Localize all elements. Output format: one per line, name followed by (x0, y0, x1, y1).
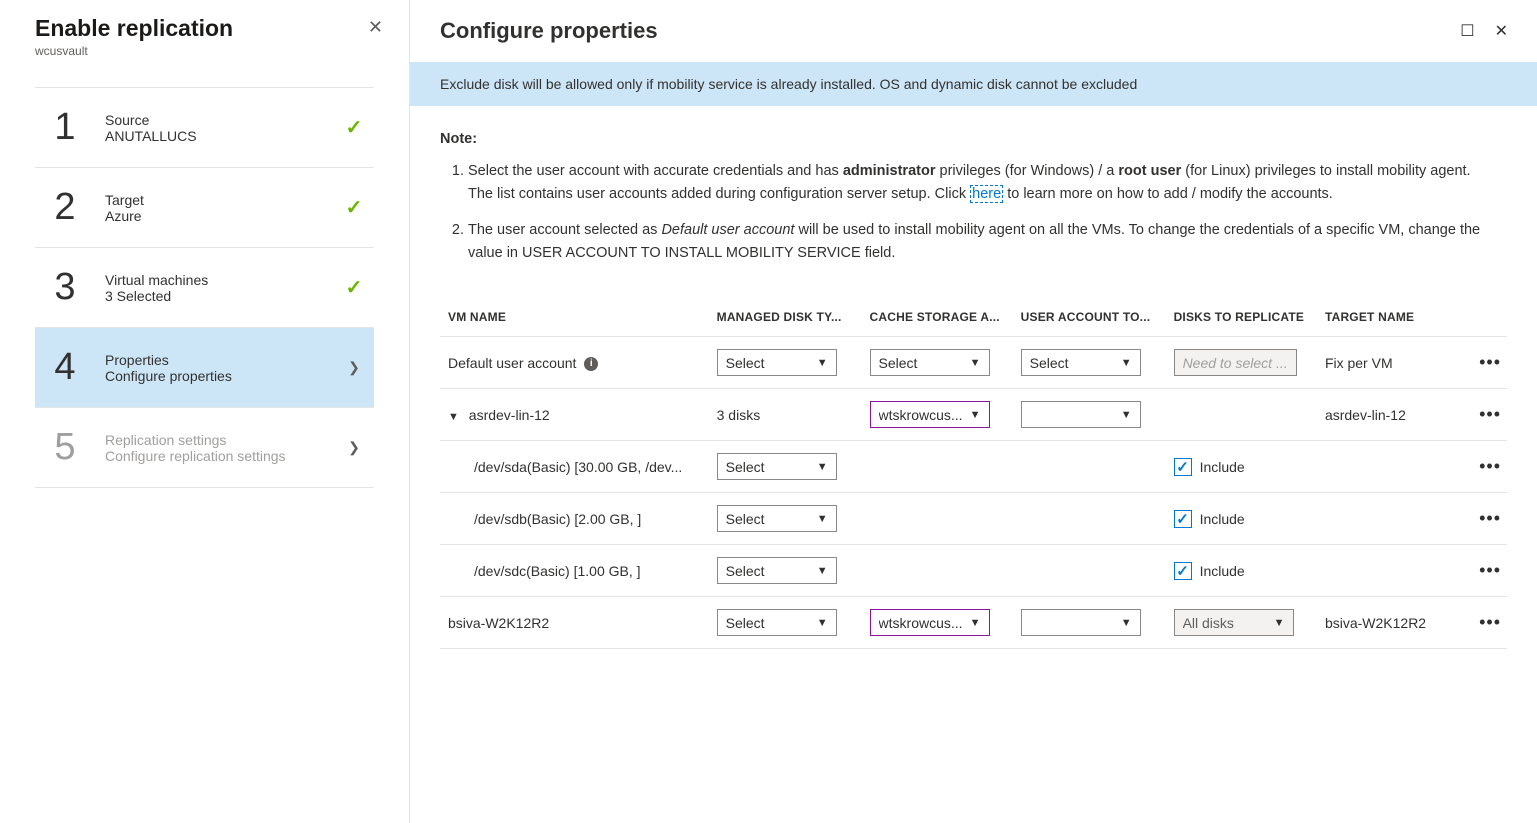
col-vm-name[interactable]: VM NAME (440, 300, 709, 337)
vm-name: bsiva-W2K12R2 (440, 597, 709, 649)
chevron-down-icon: ▼ (970, 617, 981, 629)
vm-name: asrdev-lin-12 (469, 407, 550, 423)
wizard-step-vms[interactable]: 3 Virtual machines 3 Selected ✓ (35, 247, 374, 328)
wizard-step-replication: 5 Replication settings Configure replica… (35, 407, 374, 488)
target-name: asrdev-lin-12 (1317, 389, 1470, 441)
step-title: Source (105, 112, 344, 128)
step-title: Properties (105, 352, 344, 368)
step-title: Target (105, 192, 344, 208)
cache-storage-select[interactable]: Select▼ (870, 349, 990, 376)
chevron-right-icon: ❯ (348, 439, 360, 456)
close-icon[interactable]: ✕ (362, 15, 389, 40)
note-item-1: Select the user account with accurate cr… (468, 160, 1497, 205)
managed-disk-select[interactable]: Select▼ (717, 609, 837, 636)
row-disk-sdc: /dev/sdc(Basic) [1.00 GB, ] Select▼ ✓Inc… (440, 545, 1507, 597)
managed-disk-select[interactable]: Select▼ (717, 505, 837, 532)
row-vm-asrdev: ▼ asrdev-lin-12 3 disks wtskrowcus...▼ ▼… (440, 389, 1507, 441)
more-icon[interactable]: ••• (1470, 337, 1507, 389)
chevron-down-icon: ▼ (1121, 409, 1132, 421)
row-disk-sda: /dev/sda(Basic) [30.00 GB, /dev... Selec… (440, 441, 1507, 493)
learn-more-link[interactable]: here (970, 185, 1003, 203)
more-icon[interactable]: ••• (1470, 389, 1507, 441)
step-title: Replication settings (105, 432, 344, 448)
managed-disk-select[interactable]: Select▼ (717, 349, 837, 376)
col-managed-disk[interactable]: MANAGED DISK TY... (709, 300, 862, 337)
page-title: Configure properties (440, 18, 658, 44)
chevron-down-icon: ▼ (817, 461, 828, 473)
disk-name: /dev/sdb(Basic) [2.00 GB, ] (440, 493, 709, 545)
wizard-step-properties[interactable]: 4 Properties Configure properties ❯ (35, 327, 374, 408)
managed-disk-select[interactable]: Select▼ (717, 557, 837, 584)
col-disks-replicate[interactable]: DISKS TO REPLICATE (1166, 300, 1317, 337)
check-icon: ✓ (346, 195, 363, 220)
include-checkbox[interactable]: ✓Include (1174, 458, 1245, 476)
user-account-select[interactable]: ▼ (1021, 609, 1141, 636)
step-number: 5 (45, 426, 85, 469)
chevron-down-icon: ▼ (1121, 357, 1132, 369)
step-desc: Configure properties (105, 368, 344, 384)
info-bar: Exclude disk will be allowed only if mob… (410, 62, 1537, 106)
col-target-name[interactable]: TARGET NAME (1317, 300, 1470, 337)
chevron-down-icon: ▼ (817, 357, 828, 369)
chevron-down-icon: ▼ (817, 513, 828, 525)
disk-name: /dev/sdc(Basic) [1.00 GB, ] (440, 545, 709, 597)
row-label: Default user account (448, 355, 576, 371)
row-disk-sdb: /dev/sdb(Basic) [2.00 GB, ] Select▼ ✓Inc… (440, 493, 1507, 545)
step-number: 1 (45, 106, 85, 149)
chevron-down-icon: ▼ (1274, 617, 1285, 629)
note-section: Note: Select the user account with accur… (410, 106, 1537, 286)
step-desc: ANUTALLUCS (105, 128, 344, 144)
col-cache-storage[interactable]: CACHE STORAGE A... (862, 300, 1013, 337)
step-desc: Azure (105, 208, 344, 224)
chevron-down-icon: ▼ (817, 617, 828, 629)
note-label: Note: (440, 131, 477, 147)
maximize-icon[interactable]: ☐ (1456, 19, 1478, 43)
note-item-2: The user account selected as Default use… (468, 219, 1497, 264)
more-icon[interactable]: ••• (1470, 545, 1507, 597)
step-desc: Configure replication settings (105, 448, 344, 464)
cache-storage-select[interactable]: wtskrowcus...▼ (870, 609, 990, 636)
step-number: 2 (45, 186, 85, 229)
collapse-icon[interactable]: ▼ (448, 411, 459, 423)
properties-table: VM NAME MANAGED DISK TY... CACHE STORAGE… (440, 300, 1507, 649)
step-desc: 3 Selected (105, 288, 344, 304)
more-icon[interactable]: ••• (1470, 597, 1507, 649)
wizard-step-target[interactable]: 2 Target Azure ✓ (35, 167, 374, 248)
wizard-subtitle: wcusvault (35, 44, 233, 58)
step-title: Virtual machines (105, 272, 344, 288)
chevron-down-icon: ▼ (1121, 617, 1132, 629)
chevron-down-icon: ▼ (970, 409, 981, 421)
wizard-step-source[interactable]: 1 Source ANUTALLUCS ✓ (35, 87, 374, 168)
row-vm-bsiva: bsiva-W2K12R2 Select▼ wtskrowcus...▼ ▼ A… (440, 597, 1507, 649)
cache-storage-select[interactable]: wtskrowcus...▼ (870, 401, 990, 428)
wizard-sidebar: Enable replication wcusvault ✕ 1 Source … (0, 0, 410, 823)
step-number: 3 (45, 266, 85, 309)
row-default-account: Default user account i Select▼ Select▼ S… (440, 337, 1507, 389)
info-icon[interactable]: i (584, 357, 598, 371)
main-content: Configure properties ☐ ✕ Exclude disk wi… (410, 0, 1537, 823)
check-icon: ✓ (346, 115, 363, 140)
managed-disk-summary: 3 disks (709, 389, 862, 441)
close-icon[interactable]: ✕ (1491, 19, 1512, 43)
chevron-down-icon: ▼ (970, 357, 981, 369)
chevron-right-icon: ❯ (348, 359, 360, 376)
include-checkbox[interactable]: ✓Include (1174, 510, 1245, 528)
wizard-title: Enable replication (35, 15, 233, 42)
col-user-account[interactable]: USER ACCOUNT TO... (1013, 300, 1166, 337)
target-name: Fix per VM (1317, 337, 1470, 389)
disks-replicate-select: Need to select ... (1174, 349, 1297, 376)
user-account-select[interactable]: ▼ (1021, 401, 1141, 428)
include-checkbox[interactable]: ✓Include (1174, 562, 1245, 580)
more-icon[interactable]: ••• (1470, 441, 1507, 493)
user-account-select[interactable]: Select▼ (1021, 349, 1141, 376)
managed-disk-select[interactable]: Select▼ (717, 453, 837, 480)
disks-replicate-select[interactable]: All disks▼ (1174, 609, 1294, 636)
more-icon[interactable]: ••• (1470, 493, 1507, 545)
chevron-down-icon: ▼ (817, 565, 828, 577)
step-number: 4 (45, 346, 85, 389)
disk-name: /dev/sda(Basic) [30.00 GB, /dev... (440, 441, 709, 493)
check-icon: ✓ (346, 275, 363, 300)
target-name: bsiva-W2K12R2 (1317, 597, 1470, 649)
